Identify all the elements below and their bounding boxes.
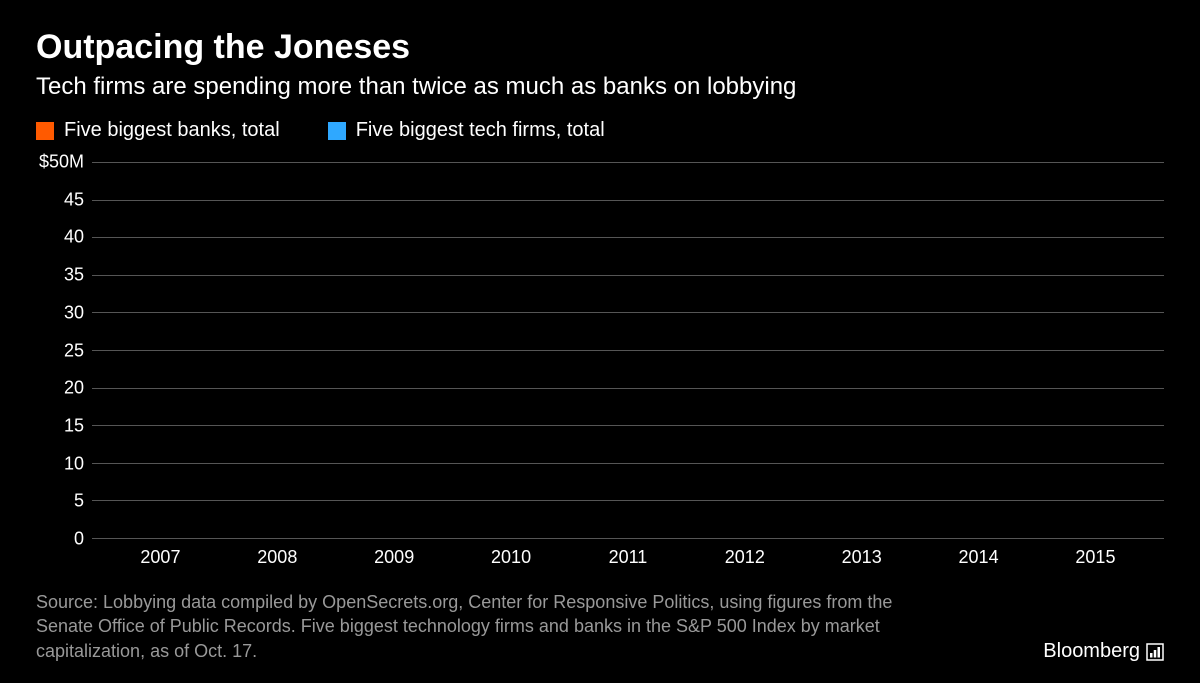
legend-label-tech: Five biggest tech firms, total: [356, 119, 605, 142]
footer: Source: Lobbying data compiled by OpenSe…: [36, 590, 1164, 663]
gridline: [92, 500, 1164, 501]
x-tick-label: 2009: [344, 547, 444, 568]
y-tick-label: 35: [64, 265, 84, 286]
y-axis: 051015202530354045$50M: [36, 162, 92, 539]
legend-item-banks: Five biggest banks, total: [36, 119, 280, 142]
y-tick-label: 25: [64, 340, 84, 361]
x-tick-label: 2007: [110, 547, 210, 568]
legend-item-tech: Five biggest tech firms, total: [328, 119, 605, 142]
x-tick-label: 2008: [227, 547, 327, 568]
y-tick-label: 15: [64, 415, 84, 436]
chart-subtitle: Tech firms are spending more than twice …: [36, 73, 1164, 101]
chart-title: Outpacing the Joneses: [36, 28, 1164, 67]
gridline: [92, 237, 1164, 238]
y-tick-label: 0: [74, 529, 84, 550]
y-tick-label: 45: [64, 189, 84, 210]
gridline: [92, 388, 1164, 389]
plot-area: [92, 162, 1164, 539]
legend: Five biggest banks, total Five biggest t…: [36, 119, 1164, 142]
brand-icon: [1146, 643, 1164, 661]
chart-container: Outpacing the Joneses Tech firms are spe…: [0, 0, 1200, 683]
gridline: [92, 350, 1164, 351]
brand: Bloomberg: [1043, 640, 1164, 663]
brand-label: Bloomberg: [1043, 640, 1140, 663]
gridline: [92, 275, 1164, 276]
source-text: Source: Lobbying data compiled by OpenSe…: [36, 590, 936, 663]
y-tick-label: 20: [64, 378, 84, 399]
chart-area: 051015202530354045$50M: [36, 162, 1164, 539]
x-tick-label: 2010: [461, 547, 561, 568]
x-tick-label: 2014: [929, 547, 1029, 568]
y-tick-label: 5: [74, 491, 84, 512]
legend-label-banks: Five biggest banks, total: [64, 119, 280, 142]
x-axis: 2007 2008 2009 2010 2011 2012 2013 2014 2015: [36, 539, 1164, 568]
x-tick-label: 2011: [578, 547, 678, 568]
legend-swatch-banks: [36, 122, 54, 140]
y-tick-label: 30: [64, 302, 84, 323]
gridline: [92, 162, 1164, 163]
gridline: [92, 200, 1164, 201]
x-tick-label: 2015: [1045, 547, 1145, 568]
x-tick-label: 2013: [812, 547, 912, 568]
y-tick-label: 40: [64, 227, 84, 248]
gridline: [92, 463, 1164, 464]
y-tick-label: $50M: [39, 152, 84, 173]
x-tick-label: 2012: [695, 547, 795, 568]
y-tick-label: 10: [64, 453, 84, 474]
gridline: [92, 425, 1164, 426]
gridline: [92, 312, 1164, 313]
legend-swatch-tech: [328, 122, 346, 140]
